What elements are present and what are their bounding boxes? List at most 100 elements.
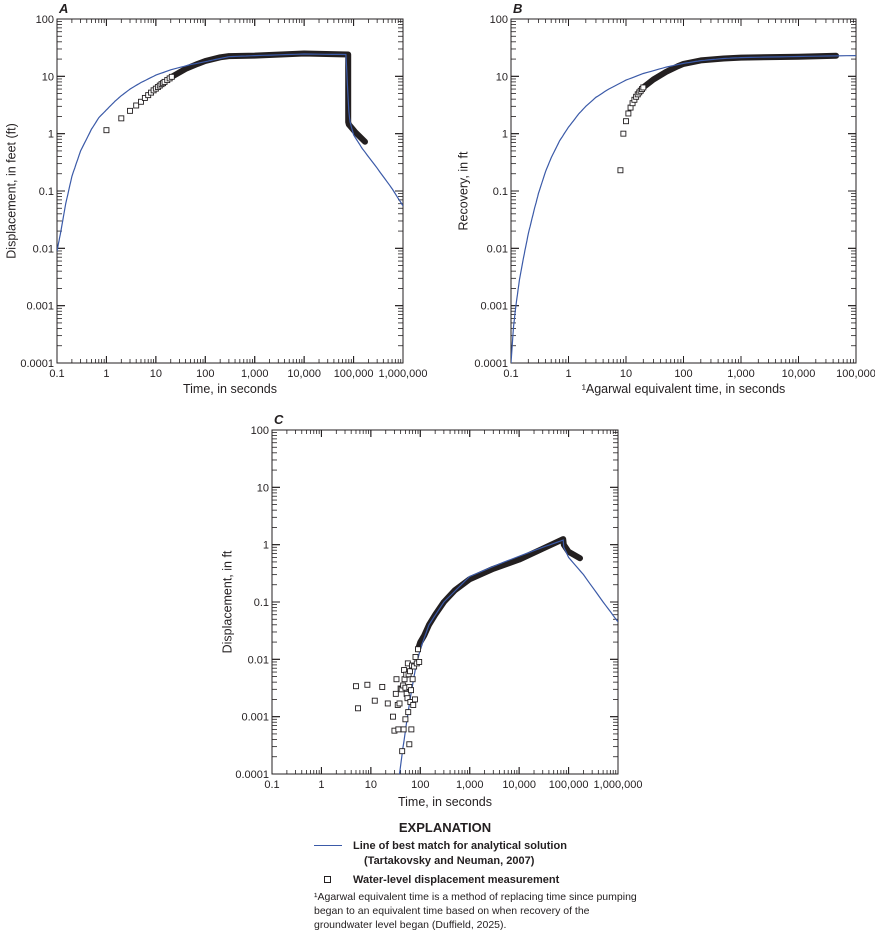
measurement-marker	[408, 687, 414, 694]
best-match-line	[398, 539, 618, 774]
y-tick-label: 0.1	[254, 597, 269, 609]
y-tick-label: 1	[502, 129, 508, 141]
y-tick-label: 10	[257, 482, 269, 494]
x-tick-label: 10,000	[287, 368, 321, 380]
measurement-marker	[138, 98, 144, 105]
x-tick-label: 0.1	[503, 368, 518, 380]
x-tick-label: 1,000	[456, 779, 484, 791]
y-axis-title: Recovery, in ft	[456, 151, 470, 230]
y-tick-label: 0.0001	[235, 769, 269, 781]
chart-panel-b: 0.1 1 10 100 1,000 10,000 100,000 0.0001 0.001 0.…	[456, 1, 875, 396]
x-tick-label: 1	[103, 368, 109, 380]
measurement-marker	[355, 705, 361, 712]
x-tick-label: 100	[196, 368, 214, 380]
x-tick-label: 100,000	[836, 368, 875, 380]
legend-line-citation: (Tartakovsky and Neuman, 2007)	[364, 855, 535, 867]
y-tick-label: 0.01	[487, 243, 508, 255]
legend-line-label: Line of best match for analytical soluti…	[353, 840, 567, 852]
y-tick-label: 0.0001	[20, 358, 54, 370]
measurement-marker	[623, 118, 629, 125]
y-tick-label: 0.001	[480, 301, 508, 313]
measurement-marker	[118, 115, 125, 122]
y-tick-label: 100	[490, 14, 508, 26]
y-tick-label: 0.01	[248, 654, 269, 666]
panel-letter: A	[58, 1, 68, 16]
legend-item-model-line: Line of best match for analytical soluti…	[250, 839, 650, 871]
x-tick-label: 1,000,000	[594, 779, 643, 791]
x-tick-label: 1,000	[241, 368, 269, 380]
y-axis-title: Displacement, in ft	[220, 550, 234, 653]
chart-panel-c: 0.1 1 10 100 1,000 10,000 100,000 1,000,000 0.00…	[220, 412, 642, 809]
footnote: ¹Agarwal equivalent time is a method of …	[314, 891, 637, 931]
measurement-marker	[390, 713, 396, 720]
y-tick-label: 100	[36, 14, 54, 26]
measurement-marker	[617, 167, 624, 174]
x-axis-title: Time, in seconds	[183, 382, 277, 396]
measurement-marker	[408, 726, 415, 733]
y-tick-label: 1	[48, 129, 54, 141]
measurement-marker	[400, 726, 407, 733]
x-tick-label: 10	[620, 368, 632, 380]
x-tick-label: 100	[411, 779, 429, 791]
measurement-marker	[371, 697, 378, 704]
measurement-marker	[133, 102, 140, 109]
measurement-marker	[405, 709, 412, 716]
x-axis-title: Time, in seconds	[398, 795, 492, 809]
y-tick-label: 0.01	[33, 243, 54, 255]
y-tick-label: 10	[42, 71, 54, 83]
measurement-marker	[127, 107, 133, 114]
x-tick-label: 10	[365, 779, 377, 791]
x-tick-label: 10	[150, 368, 162, 380]
measurement-marker	[395, 726, 402, 733]
measurement-marker	[409, 676, 416, 683]
x-tick-label: 100	[674, 368, 692, 380]
panel-letter: B	[513, 1, 522, 16]
y-tick-label: 0.1	[39, 186, 54, 198]
x-tick-label: 1	[565, 368, 571, 380]
y-axis-title: Displacement, in feet (ft)	[4, 123, 18, 258]
y-tick-label: 10	[496, 71, 508, 83]
measurement-marker	[415, 646, 421, 653]
measurement-marker	[168, 73, 175, 80]
x-tick-label: 10,000	[782, 368, 816, 380]
x-tick-label: 1,000,000	[379, 368, 428, 380]
dense-measurement-markers	[415, 536, 583, 653]
x-axis-title: ¹Agarwal equivalent time, in seconds	[582, 382, 786, 396]
measurement-marker	[402, 716, 409, 723]
dense-measurement-markers	[168, 50, 368, 145]
square-marker-icon	[324, 876, 331, 883]
measurement-marker	[412, 696, 418, 703]
legend-title: EXPLANATION	[398, 820, 492, 835]
x-tick-label: 0.1	[49, 368, 64, 380]
measurement-marker	[103, 127, 110, 134]
y-tick-label: 100	[251, 425, 269, 437]
x-tick-label: 1,000	[727, 368, 755, 380]
measurement-marker	[640, 84, 647, 91]
measurement-marker	[625, 110, 632, 117]
panel-letter: C	[274, 412, 284, 427]
y-tick-label: 0.001	[26, 301, 54, 313]
measurement-marker	[410, 702, 417, 708]
legend: EXPLANATION Line of best match for analy…	[250, 820, 650, 940]
x-tick-label: 100,000	[334, 368, 374, 380]
measurement-marker	[393, 676, 400, 683]
dense-measurement-markers	[640, 52, 840, 91]
legend-marker-label: Water-level displacement measurement	[353, 874, 560, 886]
y-tick-label: 0.1	[493, 186, 508, 198]
measurement-marker	[407, 668, 413, 675]
footnote-block: ¹Agarwal equivalent time is a method of …	[250, 890, 650, 940]
best-match-line	[511, 55, 856, 363]
measurement-marker	[406, 741, 413, 748]
measurement-marker	[620, 130, 627, 137]
best-match-line	[57, 53, 403, 252]
measurement-marker	[396, 700, 403, 707]
measurement-marker	[379, 683, 386, 690]
y-tick-label: 0.001	[241, 712, 269, 724]
x-tick-label: 10,000	[502, 779, 536, 791]
y-tick-label: 0.0001	[474, 358, 508, 370]
x-tick-label: 0.1	[264, 779, 279, 791]
measurement-marker	[384, 700, 391, 707]
legend-item-measurement: Water-level displacement measurement	[250, 873, 650, 890]
x-tick-label: 100,000	[549, 779, 589, 791]
